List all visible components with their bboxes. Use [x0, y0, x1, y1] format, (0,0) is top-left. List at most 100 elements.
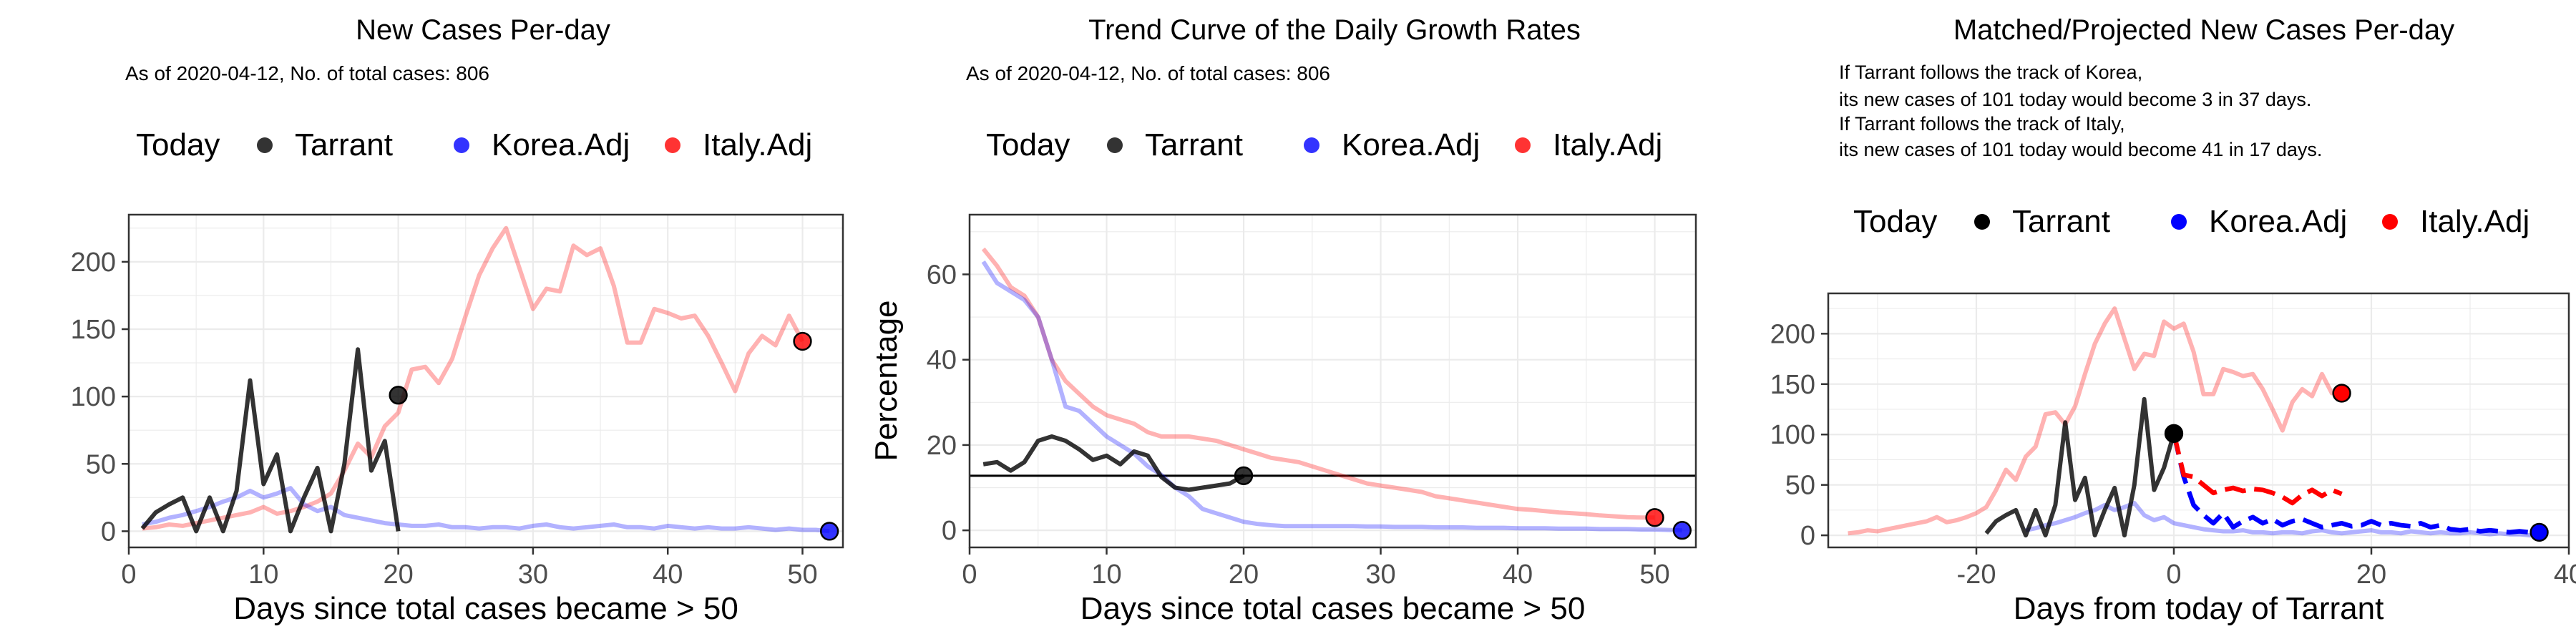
y-tick-label: 0: [942, 516, 957, 546]
legend-label-italy-adj: Italy.Adj: [1553, 127, 1662, 162]
y-tick-label: 100: [71, 382, 116, 412]
chart-title: New Cases Per-day: [356, 14, 610, 46]
plot-area: [968, 213, 1697, 549]
y-tick-label: 100: [1770, 420, 1815, 450]
x-tick-label: -20: [1957, 560, 1996, 590]
legend-label-korea-adj: Korea.Adj: [492, 127, 630, 162]
plot-border: [127, 213, 844, 549]
legend-label-tarrant: Tarrant: [295, 127, 393, 162]
today-point-korea-adj: [1672, 521, 1692, 540]
today-point-korea-adj: [820, 522, 839, 541]
annotation-line: If Tarrant follows the track of Italy,: [1839, 113, 2125, 135]
legend-key-italy-adj: [2382, 214, 2398, 230]
plot-area: [1827, 292, 2570, 549]
x-tick-label: 40: [1503, 560, 1533, 590]
plot-border: [968, 213, 1697, 549]
legend-label-italy-adj: Italy.Adj: [2420, 204, 2529, 239]
series-line-italy-adj: [981, 247, 1655, 520]
x-tick-label: 0: [121, 560, 136, 590]
today-point-italy-adj: [2332, 384, 2351, 403]
y-tick-label: 40: [927, 346, 957, 376]
legend-label-tarrant: Tarrant: [2012, 204, 2110, 239]
legend-key-italy-adj: [665, 137, 680, 153]
legend-key-korea-adj: [2171, 214, 2187, 230]
annotation-line: its new cases of 101 today would become …: [1839, 139, 2322, 160]
series-line-korea-adj: [142, 486, 830, 534]
series-line-italy-adj-projected: [2171, 433, 2343, 506]
series-line-tarrant: [1984, 396, 2176, 538]
legend-key-italy-adj: [1515, 137, 1531, 153]
legend-key-korea-adj: [454, 137, 469, 153]
legend-key-tarrant: [1974, 214, 1990, 230]
y-tick-label: 50: [1785, 471, 1815, 501]
y-tick-label: 0: [101, 517, 116, 547]
x-tick-label: 40: [653, 560, 683, 590]
y-tick-label: 60: [927, 260, 957, 290]
y-axis-label: Percentage: [869, 300, 904, 461]
x-tick-label: 20: [383, 560, 413, 590]
chart-subtitle: As of 2020-04-12, No. of total cases: 80…: [966, 62, 1330, 84]
x-tick-label: 50: [787, 560, 817, 590]
legend: Today Tarrant Korea.Adj Italy.Adj: [136, 127, 812, 162]
y-tick-label: 0: [1800, 521, 1815, 551]
annotation-line: If Tarrant follows the track of Korea,: [1839, 62, 2142, 83]
chart-title: Trend Curve of the Daily Growth Rates: [1088, 14, 1581, 46]
x-tick-label: 10: [248, 560, 278, 590]
legend-label-korea-adj: Korea.Adj: [1342, 127, 1480, 162]
legend-label-tarrant: Tarrant: [1145, 127, 1243, 162]
y-tick-label: 20: [927, 431, 957, 461]
series-line-korea-adj-projected: [2171, 433, 2540, 535]
plot-area: [127, 213, 844, 549]
series-line-italy-adj: [1848, 306, 2342, 536]
chart-subtitle: As of 2020-04-12, No. of total cases: 80…: [125, 62, 489, 84]
x-tick-label: 10: [1091, 560, 1121, 590]
series-line-korea-adj: [2025, 501, 2540, 538]
y-tick-label: 150: [1770, 370, 1815, 400]
x-tick-label: 50: [1639, 560, 1669, 590]
today-point-tarrant: [1234, 466, 1254, 485]
series-line-italy-adj: [142, 225, 805, 531]
plot-border: [1827, 292, 2570, 549]
x-tick-label: 20: [2356, 560, 2386, 590]
x-tick-label: 0: [2166, 560, 2181, 590]
today-point-italy-adj: [793, 331, 812, 351]
panel-projected: Matched/Projected New Cases Per-day If T…: [1770, 14, 2576, 626]
today-point-tarrant: [2164, 424, 2184, 443]
y-tick-label: 200: [1770, 319, 1815, 349]
panel-new-cases: New Cases Per-day As of 2020-04-12, No. …: [71, 14, 844, 626]
today-point-tarrant: [389, 386, 408, 405]
y-tick-label: 50: [86, 449, 116, 479]
y-tick-label: 200: [71, 248, 116, 278]
x-tick-label: 0: [962, 560, 977, 590]
series-line-korea-adj: [981, 260, 1682, 533]
legend-title: Today: [986, 127, 1070, 162]
plot-background: [970, 215, 1696, 547]
x-tick-label: 30: [518, 560, 548, 590]
annotation-line: its new cases of 101 today would become …: [1839, 89, 2311, 110]
legend-label-italy-adj: Italy.Adj: [703, 127, 812, 162]
series-line-tarrant: [982, 434, 1245, 492]
plot-background: [129, 215, 843, 547]
x-tick-label: 40: [2554, 560, 2576, 590]
chart-title: Matched/Projected New Cases Per-day: [1953, 14, 2454, 46]
legend-key-tarrant: [1107, 137, 1123, 153]
legend: Today Tarrant Korea.Adj Italy.Adj: [1853, 204, 2529, 239]
y-tick-label: 150: [71, 315, 116, 345]
legend: Today Tarrant Korea.Adj Italy.Adj: [986, 127, 1662, 162]
x-axis-label: Days since total cases became > 50: [1080, 591, 1586, 626]
legend-label-korea-adj: Korea.Adj: [2209, 204, 2347, 239]
legend-key-tarrant: [257, 137, 273, 153]
today-point-korea-adj: [2529, 522, 2549, 542]
legend-title: Today: [136, 127, 220, 162]
legend-title: Today: [1853, 204, 1937, 239]
panel-growth-rates: Trend Curve of the Daily Growth Rates As…: [869, 14, 1697, 626]
today-point-italy-adj: [1645, 508, 1664, 527]
legend-key-korea-adj: [1304, 137, 1319, 153]
x-tick-label: 30: [1365, 560, 1395, 590]
x-axis-label: Days from today of Tarrant: [2014, 591, 2384, 626]
x-axis-label: Days since total cases became > 50: [233, 591, 738, 626]
x-tick-label: 20: [1229, 560, 1259, 590]
series-line-tarrant: [140, 347, 401, 534]
plot-background: [1828, 293, 2569, 547]
